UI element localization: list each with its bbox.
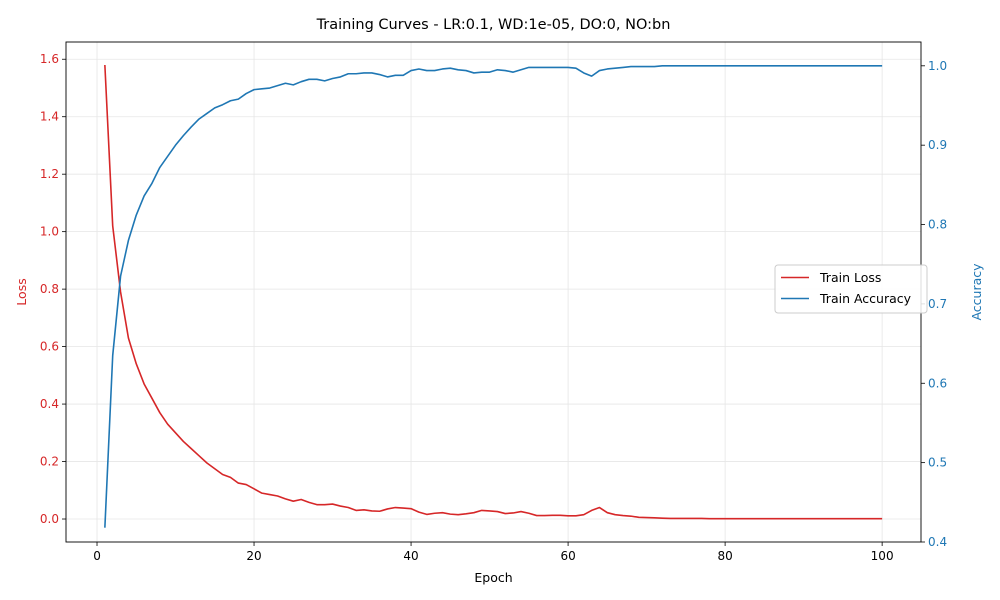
x-tick-label: 0 bbox=[93, 549, 101, 563]
chart-title: Training Curves - LR:0.1, WD:1e-05, DO:0… bbox=[316, 17, 671, 33]
y-left-tick-label: 0.4 bbox=[40, 397, 59, 411]
y-left-tick-label: 1.6 bbox=[40, 52, 59, 66]
x-tick-label: 80 bbox=[717, 549, 732, 563]
axis-ticks: 0 20 40 60 80 100 0.0 0.2 0.4 0.6 0.8 1.0 1.2 1.4 1.6 0… bbox=[40, 52, 947, 563]
x-tick-label: 20 bbox=[246, 549, 261, 563]
legend: Train Loss Train Accuracy bbox=[774, 264, 928, 314]
legend-box bbox=[774, 264, 928, 314]
y-right-tick-label: 0.7 bbox=[928, 297, 947, 311]
x-tick-label: 40 bbox=[403, 549, 418, 563]
series-lines bbox=[104, 64, 883, 528]
y-right-tick-label: 1.0 bbox=[928, 59, 947, 73]
series-line-train-accuracy bbox=[104, 65, 883, 528]
legend-label-train-accuracy: Train Accuracy bbox=[819, 291, 912, 306]
y-left-tick-label: 1.4 bbox=[40, 110, 59, 124]
y-right-tick-label: 0.8 bbox=[928, 218, 947, 232]
y-left-tick-label: 0.8 bbox=[40, 282, 59, 296]
y-right-tick-label: 0.6 bbox=[928, 376, 947, 390]
y-left-tick-label: 0.6 bbox=[40, 340, 59, 354]
y-left-tick-label: 1.2 bbox=[40, 167, 59, 181]
y-left-axis-label: Loss bbox=[14, 278, 29, 305]
y-left-tick-label: 1.0 bbox=[40, 225, 59, 239]
x-tick-label: 60 bbox=[560, 549, 575, 563]
y-right-tick-label: 0.4 bbox=[928, 535, 947, 549]
y-right-tick-label: 0.5 bbox=[928, 456, 947, 470]
x-tick-label: 100 bbox=[871, 549, 894, 563]
x-axis-label: Epoch bbox=[474, 570, 512, 585]
y-right-axis-label: Accuracy bbox=[969, 263, 984, 321]
legend-label-train-loss: Train Loss bbox=[819, 270, 881, 285]
series-line-train-loss bbox=[104, 64, 883, 520]
y-left-tick-label: 0.0 bbox=[40, 512, 59, 526]
y-right-tick-label: 0.9 bbox=[928, 138, 947, 152]
y-left-tick-label: 0.2 bbox=[40, 455, 59, 469]
